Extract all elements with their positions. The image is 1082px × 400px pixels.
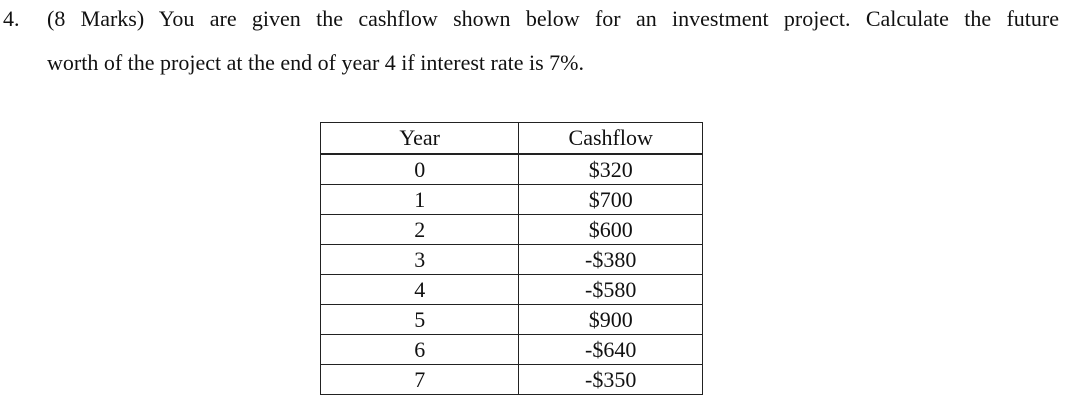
question-text-line-1: (8 Marks) You are given the cashflow sho…: [47, 6, 1059, 31]
table-row: 4 -$580: [319, 274, 703, 305]
question-number: 4.: [3, 6, 20, 31]
year-cell: 3: [319, 244, 520, 275]
year-cell: 5: [319, 304, 520, 335]
cashflow-cell: -$580: [518, 274, 703, 305]
cashflow-cell: $900: [518, 304, 703, 335]
cashflow-cell: $320: [518, 153, 703, 185]
year-cell: 2: [319, 214, 520, 245]
year-column-header: Year: [319, 122, 520, 155]
year-cell: 7: [319, 364, 520, 395]
table-row: 1 $700: [319, 184, 703, 215]
table-header-row: Year Cashflow: [319, 122, 703, 155]
cashflow-column-header: Cashflow: [518, 122, 703, 155]
cashflow-cell: -$640: [518, 334, 703, 365]
cashflow-cell: $600: [518, 214, 703, 245]
question-text-line-2: worth of the project at the end of year …: [47, 50, 584, 75]
table-row: 2 $600: [319, 214, 703, 245]
table-row: 6 -$640: [319, 334, 703, 365]
year-cell: 4: [319, 274, 520, 305]
table-row: 7 -$350: [319, 364, 703, 395]
table-row: 0 $320: [319, 153, 703, 185]
cashflow-cell: -$350: [518, 364, 703, 395]
year-cell: 6: [319, 334, 520, 365]
table-row: 5 $900: [319, 304, 703, 335]
table-row: 3 -$380: [319, 244, 703, 275]
cashflow-cell: $700: [518, 184, 703, 215]
year-cell: 0: [319, 153, 520, 185]
year-cell: 1: [319, 184, 520, 215]
cashflow-table: Year Cashflow 0 $320 1 $700 2 $600 3 -$3…: [319, 122, 703, 395]
cashflow-cell: -$380: [518, 244, 703, 275]
